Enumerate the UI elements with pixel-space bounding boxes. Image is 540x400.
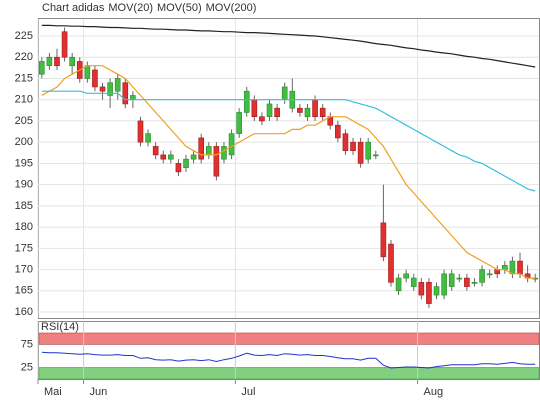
candle-body (509, 260, 516, 275)
x-tick-label: Jul (241, 386, 255, 398)
candle-body (281, 86, 288, 100)
candle-body (243, 90, 250, 113)
candle-body (190, 154, 197, 160)
y-tick-label: 220 (15, 51, 33, 63)
y-tick-label: 210 (15, 94, 33, 106)
candle-body (61, 31, 68, 58)
candle-body (236, 112, 242, 134)
candle-body (319, 107, 326, 117)
candle-body (395, 277, 402, 292)
candle-body (418, 282, 425, 296)
y-tick-label: 165 (15, 285, 33, 297)
y-tick-label: 160 (15, 306, 33, 318)
y-tick-label: 215 (15, 72, 33, 84)
candle-body (274, 107, 280, 117)
candle-body (130, 95, 136, 100)
candle-body (259, 116, 265, 122)
candle-body (448, 273, 455, 287)
candle-body (198, 137, 205, 160)
candle-body (137, 120, 144, 143)
y-tick-label: 205 (15, 115, 33, 127)
moving-average-line (41, 24, 536, 68)
y-tick-label: 225 (15, 30, 33, 42)
moving-average-line (41, 90, 536, 192)
candle-body (312, 99, 318, 117)
y-tick-label: 180 (15, 221, 33, 233)
legend: Chart adidas MOV(20) MOV(50) MOV(200) (42, 2, 256, 14)
x-tick-label: Jun (90, 386, 108, 398)
candle-body (426, 282, 432, 304)
candle-body (107, 82, 113, 96)
candle-body (114, 78, 121, 92)
candle-body (183, 158, 189, 168)
candle-body (168, 154, 174, 160)
y-tick-label: 185 (15, 200, 33, 212)
candle-body (213, 146, 220, 177)
price-panel (38, 18, 540, 319)
candle-body (365, 141, 372, 160)
overbought-zone (38, 332, 540, 345)
candle-body (464, 277, 470, 287)
candle-body (84, 65, 91, 79)
y-tick-label: 25 (21, 361, 33, 373)
x-tick-label: Mai (44, 386, 62, 398)
chart-title: Chart adidas (42, 2, 105, 14)
y-tick-label: 190 (15, 179, 33, 191)
candle-body (342, 133, 349, 151)
candle-body (372, 154, 379, 157)
candle-body (441, 273, 447, 296)
oversold-zone (38, 367, 540, 380)
candle-body (350, 141, 356, 151)
y-tick-label: 175 (15, 242, 33, 254)
y-tick-label: 75 (21, 338, 33, 350)
candle-body (410, 277, 417, 287)
candle-body (205, 146, 212, 156)
rsi-title: RSI(14) (41, 321, 79, 333)
candle-body (471, 282, 478, 284)
candle-body (221, 146, 227, 160)
candle-body (145, 133, 151, 143)
legend-entry: MOV(200) (206, 2, 257, 14)
candle-body (380, 222, 387, 258)
candle-body (46, 56, 53, 67)
candle-body (38, 61, 45, 75)
candle-body (388, 243, 394, 283)
candle-body (54, 56, 60, 67)
y-tick-label: 195 (15, 157, 33, 169)
candle-body (517, 260, 523, 275)
candle-body (160, 154, 167, 160)
candle-body (266, 103, 273, 117)
candle-body (297, 107, 303, 113)
candle-body (502, 265, 508, 270)
candle-body (304, 107, 311, 117)
legend-entry: MOV(20) (108, 2, 153, 14)
candle-body (479, 269, 485, 283)
candle-body (92, 69, 98, 88)
legend-entry: MOV(50) (157, 2, 202, 14)
candle-body (456, 277, 463, 280)
candle-body (486, 273, 493, 276)
candle-body (99, 86, 106, 92)
rsi-line (41, 351, 536, 369)
candle-body (403, 273, 409, 279)
x-tick-label: Aug (424, 386, 444, 398)
candle-body (433, 286, 440, 296)
moving-average-line (41, 65, 536, 279)
candle-body (152, 146, 159, 156)
candle-body (357, 141, 364, 164)
y-tick-label: 200 (15, 136, 33, 148)
candle-body (175, 163, 182, 173)
candle-body (122, 82, 129, 105)
candle-body (335, 124, 341, 139)
candle-body (251, 99, 258, 117)
y-tick-label: 170 (15, 263, 33, 275)
candle-body (228, 133, 235, 156)
candle-body (494, 269, 501, 275)
candle-body (69, 56, 75, 67)
